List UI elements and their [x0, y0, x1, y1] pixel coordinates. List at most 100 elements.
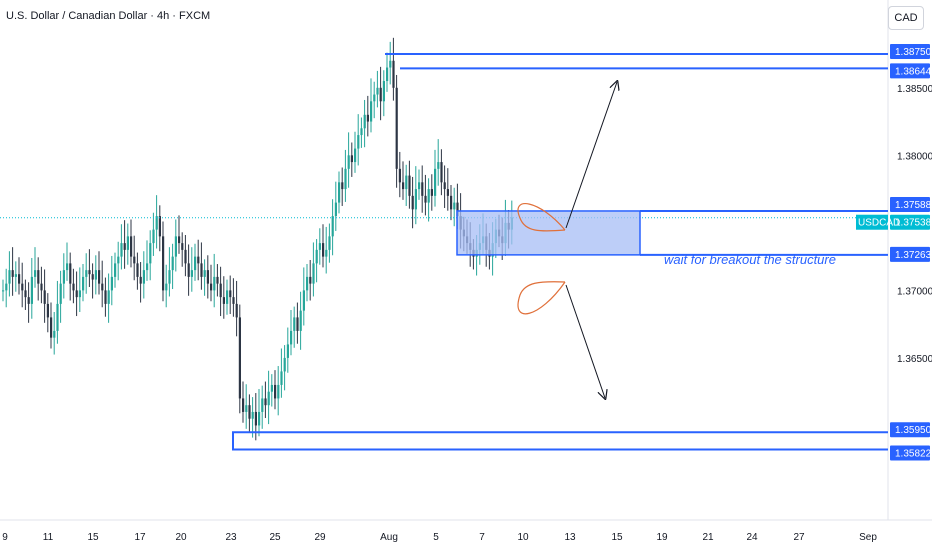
candle-body: [315, 249, 318, 264]
price-label-text: 1.38644: [895, 66, 932, 77]
candle-body: [341, 182, 344, 190]
candle-body: [366, 114, 369, 122]
annotation-text: wait for breakout the structure: [664, 252, 836, 267]
price-label-box: [890, 44, 930, 60]
y-tick-label: 1.38000: [897, 151, 932, 162]
price-label-box: [890, 445, 930, 461]
candle-body: [210, 283, 213, 291]
candle-body: [360, 128, 363, 136]
candle-body: [69, 263, 72, 284]
candle-body: [318, 243, 321, 250]
price-label-box: [890, 63, 930, 79]
candle-body: [14, 274, 17, 277]
x-tick-label: 15: [87, 532, 99, 543]
candle-body: [350, 155, 353, 163]
candle-body: [418, 182, 421, 190]
candle-body: [34, 270, 37, 277]
candle-body: [370, 101, 373, 122]
candle-body: [88, 270, 91, 275]
x-tick-label: 11: [43, 532, 54, 543]
symbol-tag: [856, 214, 888, 230]
structure-zone[interactable]: [456, 210, 641, 256]
candle-body: [216, 276, 219, 284]
candle-body: [405, 175, 408, 190]
candle-body: [101, 283, 104, 291]
price-axis[interactable]: 1.38500 1.38000 1.37000 1.36500: [897, 84, 932, 365]
candle-body: [306, 276, 309, 291]
candle-body: [264, 398, 267, 406]
candle-body: [126, 236, 129, 250]
candle-body: [46, 303, 49, 318]
time-axis[interactable]: 9 11 15 17 20 23 25 29 Aug 5 7 10 13 15 19 21 24 27 Sep: [2, 532, 877, 543]
candle-body: [27, 297, 30, 304]
candle-body: [75, 290, 78, 298]
candle-body: [331, 216, 334, 237]
price-label-text: 1.37263: [895, 250, 932, 261]
candle-body: [446, 189, 449, 196]
candle-body: [59, 283, 62, 304]
candle-body: [382, 81, 385, 102]
x-tick-label: 25: [269, 532, 281, 543]
candle-body: [2, 290, 5, 292]
price-label-text: 1.35950: [895, 425, 932, 436]
candle-body: [85, 270, 88, 277]
candle-body: [184, 249, 187, 264]
candle-body: [152, 229, 155, 244]
candle-body: [40, 283, 43, 291]
candle-body: [347, 155, 350, 169]
candle-body: [66, 263, 69, 271]
candle-body: [379, 87, 382, 102]
candle-body: [30, 276, 33, 304]
candle-body: [286, 344, 289, 358]
price-label-text: 1.35822: [895, 448, 932, 459]
candle-body: [354, 148, 357, 163]
candle-body: [94, 270, 97, 280]
candle-body: [322, 243, 325, 257]
candle-body: [309, 276, 312, 284]
candle-body: [187, 263, 190, 277]
candle-body: [414, 189, 417, 210]
y-tick-label: 1.37000: [897, 286, 932, 297]
candle-body: [11, 270, 14, 277]
candle-body: [296, 317, 299, 331]
candle-body: [181, 243, 184, 250]
arrow-up: [565, 82, 617, 229]
x-tick-label: Aug: [380, 532, 398, 543]
candle-body: [5, 283, 8, 291]
candle-body: [130, 236, 133, 257]
candle-body: [18, 274, 21, 284]
candle-body: [344, 168, 347, 190]
candle-body: [395, 87, 398, 169]
x-tick-label: 9: [2, 532, 8, 543]
x-tick-label: 5: [433, 532, 439, 543]
candle-body: [386, 67, 389, 82]
drawings[interactable]: wait for breakout the structure 1.38750 1.…: [0, 44, 932, 461]
candle-body: [190, 270, 193, 277]
chart-title: U.S. Dollar / Canadian Dollar · 4h · FXC…: [6, 10, 211, 22]
currency-button[interactable]: CAD: [888, 6, 924, 30]
x-tick-label: 21: [702, 532, 714, 543]
x-tick-label: 10: [517, 532, 529, 543]
candle-body: [120, 243, 123, 257]
candle-body: [91, 274, 94, 280]
candle-body: [62, 270, 65, 284]
candle-body: [174, 236, 177, 257]
candle-body: [363, 114, 366, 129]
candle-body: [254, 411, 257, 426]
x-tick-label: 17: [134, 532, 146, 543]
candle-body: [299, 310, 302, 331]
candle-body: [104, 290, 107, 304]
candle-body: [248, 405, 251, 419]
candle-body: [37, 270, 40, 284]
candle-body: [43, 290, 46, 304]
candle-body: [8, 270, 11, 284]
candle-body: [274, 384, 277, 399]
candle-body: [107, 290, 110, 304]
price-label-box: [890, 246, 930, 262]
candle-body: [389, 60, 392, 68]
candle-body: [251, 411, 254, 419]
candle-body: [242, 398, 245, 412]
candle-body: [421, 182, 424, 196]
candle-body: [261, 398, 264, 412]
